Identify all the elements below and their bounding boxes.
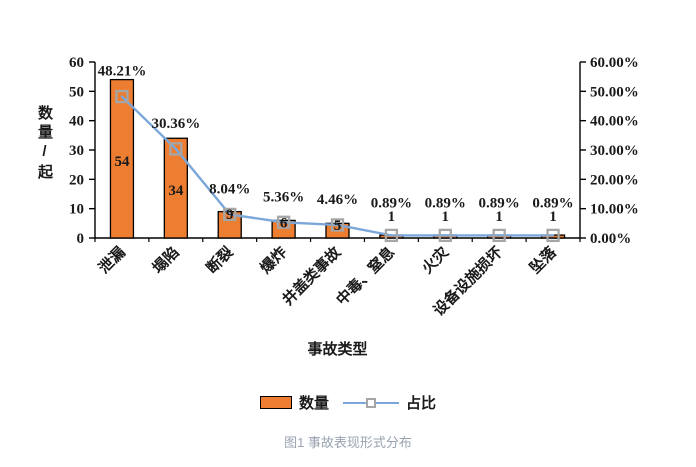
left-tick-label: 60 bbox=[69, 55, 84, 71]
line-marker bbox=[223, 207, 237, 222]
count-label: 9 bbox=[226, 207, 234, 223]
figure-caption: 图1 事故表现形式分布 bbox=[284, 435, 412, 450]
count-label: 1 bbox=[495, 209, 503, 225]
line-marker bbox=[438, 228, 452, 243]
left-tick-label: 20 bbox=[69, 172, 84, 188]
proportion-line bbox=[120, 95, 555, 237]
line-marker bbox=[276, 215, 291, 229]
percent-label: 8.04% bbox=[209, 181, 250, 197]
legend: 数量 占比 bbox=[0, 392, 696, 413]
right-tick-label: 0.00% bbox=[590, 231, 631, 247]
percent-label: 48.21% bbox=[98, 64, 147, 80]
count-label: 5 bbox=[334, 218, 342, 234]
count-label: 1 bbox=[549, 209, 557, 225]
line-marker bbox=[330, 218, 345, 232]
percent-label: 0.89% bbox=[425, 195, 466, 211]
left-tick-label: 0 bbox=[77, 231, 85, 247]
count-label: 1 bbox=[388, 209, 396, 225]
left-tick-label: 50 bbox=[69, 84, 84, 100]
combo-chart: 0 10 20 30 40 50 60 0.00% 10.00% 20.00% 30.00% 40.0… bbox=[69, 55, 639, 319]
percent-label: 30.36% bbox=[151, 116, 200, 132]
bar-swatch-icon bbox=[259, 396, 292, 409]
legend-item-proportion: 占比 bbox=[343, 392, 436, 413]
category-label: 塌陷 bbox=[149, 243, 183, 277]
category-label: 断裂 bbox=[203, 243, 237, 277]
category-label: 坠落 bbox=[526, 242, 561, 277]
line-marker bbox=[384, 228, 399, 243]
left-tick-label: 40 bbox=[69, 114, 84, 130]
legend-item-count: 数量 bbox=[259, 392, 329, 413]
percent-label: 0.89% bbox=[532, 195, 573, 211]
line-swatch-icon bbox=[343, 397, 399, 409]
left-tick-label: 30 bbox=[69, 143, 84, 159]
count-label: 6 bbox=[280, 215, 288, 231]
count-label: 54 bbox=[114, 154, 130, 170]
legend-label-count: 数量 bbox=[298, 395, 329, 412]
right-tick-label: 10.00% bbox=[590, 202, 639, 218]
bar bbox=[163, 137, 188, 239]
line-marker bbox=[115, 89, 129, 104]
line-marker bbox=[169, 142, 183, 156]
category-label: 泄漏 bbox=[95, 243, 129, 277]
bar bbox=[109, 78, 135, 239]
line-marker bbox=[492, 228, 506, 243]
line-marker-icon bbox=[366, 397, 376, 408]
x-axis-title: 事故类型 bbox=[307, 341, 368, 358]
category-label: 中毒、窒息 bbox=[332, 243, 398, 309]
right-tick-label: 30.00% bbox=[590, 143, 639, 159]
line-marker bbox=[546, 228, 560, 243]
right-tick-label: 50.00% bbox=[590, 84, 639, 100]
right-tick-label: 40.00% bbox=[590, 114, 639, 130]
percent-label: 5.36% bbox=[263, 189, 304, 205]
category-label: 爆炸 bbox=[256, 243, 290, 277]
left-axis-title: 数量/起 bbox=[36, 105, 53, 183]
right-tick-label: 20.00% bbox=[590, 172, 639, 188]
left-tick-label: 10 bbox=[69, 202, 84, 218]
legend-label-proportion: 占比 bbox=[406, 395, 437, 412]
category-label: 火灾 bbox=[418, 242, 453, 277]
percent-label: 0.89% bbox=[371, 195, 412, 211]
count-label: 34 bbox=[168, 183, 184, 199]
percent-label: 0.89% bbox=[479, 195, 520, 211]
percent-label: 4.46% bbox=[317, 192, 358, 208]
right-tick-label: 60.00% bbox=[590, 55, 639, 71]
count-label: 1 bbox=[442, 209, 450, 225]
